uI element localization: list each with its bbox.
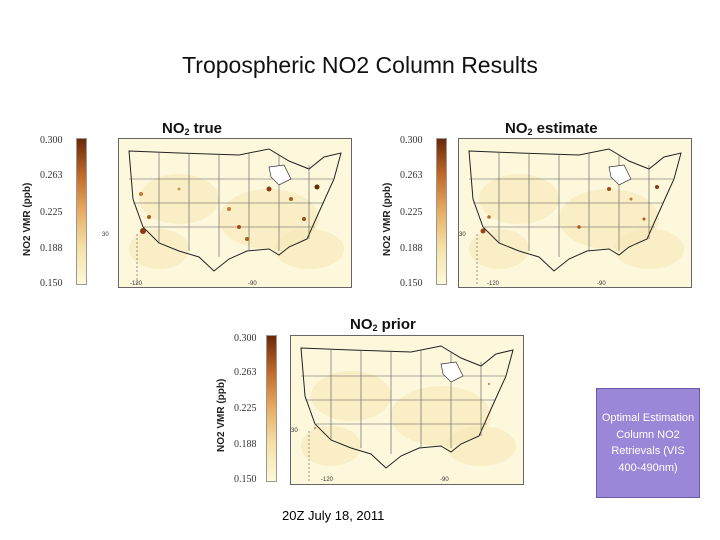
colorbar-tick: 0.225	[400, 207, 423, 218]
date-label: 20Z July 18, 2011	[282, 508, 385, 523]
panel-title: NO2 true	[162, 120, 223, 137]
lat-label: 30	[459, 232, 466, 238]
panel-title: NO2 prior	[350, 316, 416, 333]
callout-text: Optimal Estimation Column NO2 Retrievals…	[601, 412, 695, 474]
colorbar-tick: 0.263	[40, 170, 63, 181]
colorbar	[266, 335, 277, 482]
colorbar-label: NO2 VMR (ppb)	[216, 378, 227, 452]
lon-label: -120	[321, 477, 334, 483]
map-no2-estimate	[458, 138, 692, 288]
colorbar-label: NO2 VMR (ppb)	[22, 182, 33, 256]
lat-label: 30	[291, 428, 298, 434]
lon-label: -90	[597, 281, 606, 287]
colorbar-tick: 0.150	[40, 278, 63, 289]
colorbar-tick: 0.188	[40, 243, 63, 254]
colorbar-tick: 0.300	[234, 333, 257, 344]
lon-label: -120	[130, 281, 143, 287]
colorbar-tick: 0.263	[400, 170, 423, 181]
colorbar-tick: 0.188	[234, 439, 257, 450]
colorbar-tick: 0.263	[234, 367, 257, 378]
colorbar	[76, 138, 87, 285]
retrieval-callout-box: Optimal Estimation Column NO2 Retrievals…	[596, 388, 700, 498]
colorbar-tick: 0.150	[234, 474, 257, 485]
lon-label: -90	[440, 477, 449, 483]
lon-label: -120	[487, 281, 500, 287]
slide-title: Tropospheric NO2 Column Results	[182, 52, 538, 78]
map-no2-prior	[290, 335, 524, 485]
panel-title: NO2 estimate	[505, 120, 598, 137]
lat-label: 30	[102, 232, 109, 238]
colorbar-tick: 0.300	[400, 135, 423, 146]
colorbar-tick: 0.225	[40, 207, 63, 218]
colorbar-tick: 0.150	[400, 278, 423, 289]
map-no2-true	[118, 138, 352, 288]
colorbar-tick: 0.300	[40, 135, 63, 146]
colorbar	[436, 138, 447, 285]
colorbar-label: NO2 VMR (ppb)	[382, 182, 393, 256]
lon-label: -90	[248, 281, 257, 287]
colorbar-tick: 0.225	[234, 403, 257, 414]
colorbar-tick: 0.188	[400, 243, 423, 254]
